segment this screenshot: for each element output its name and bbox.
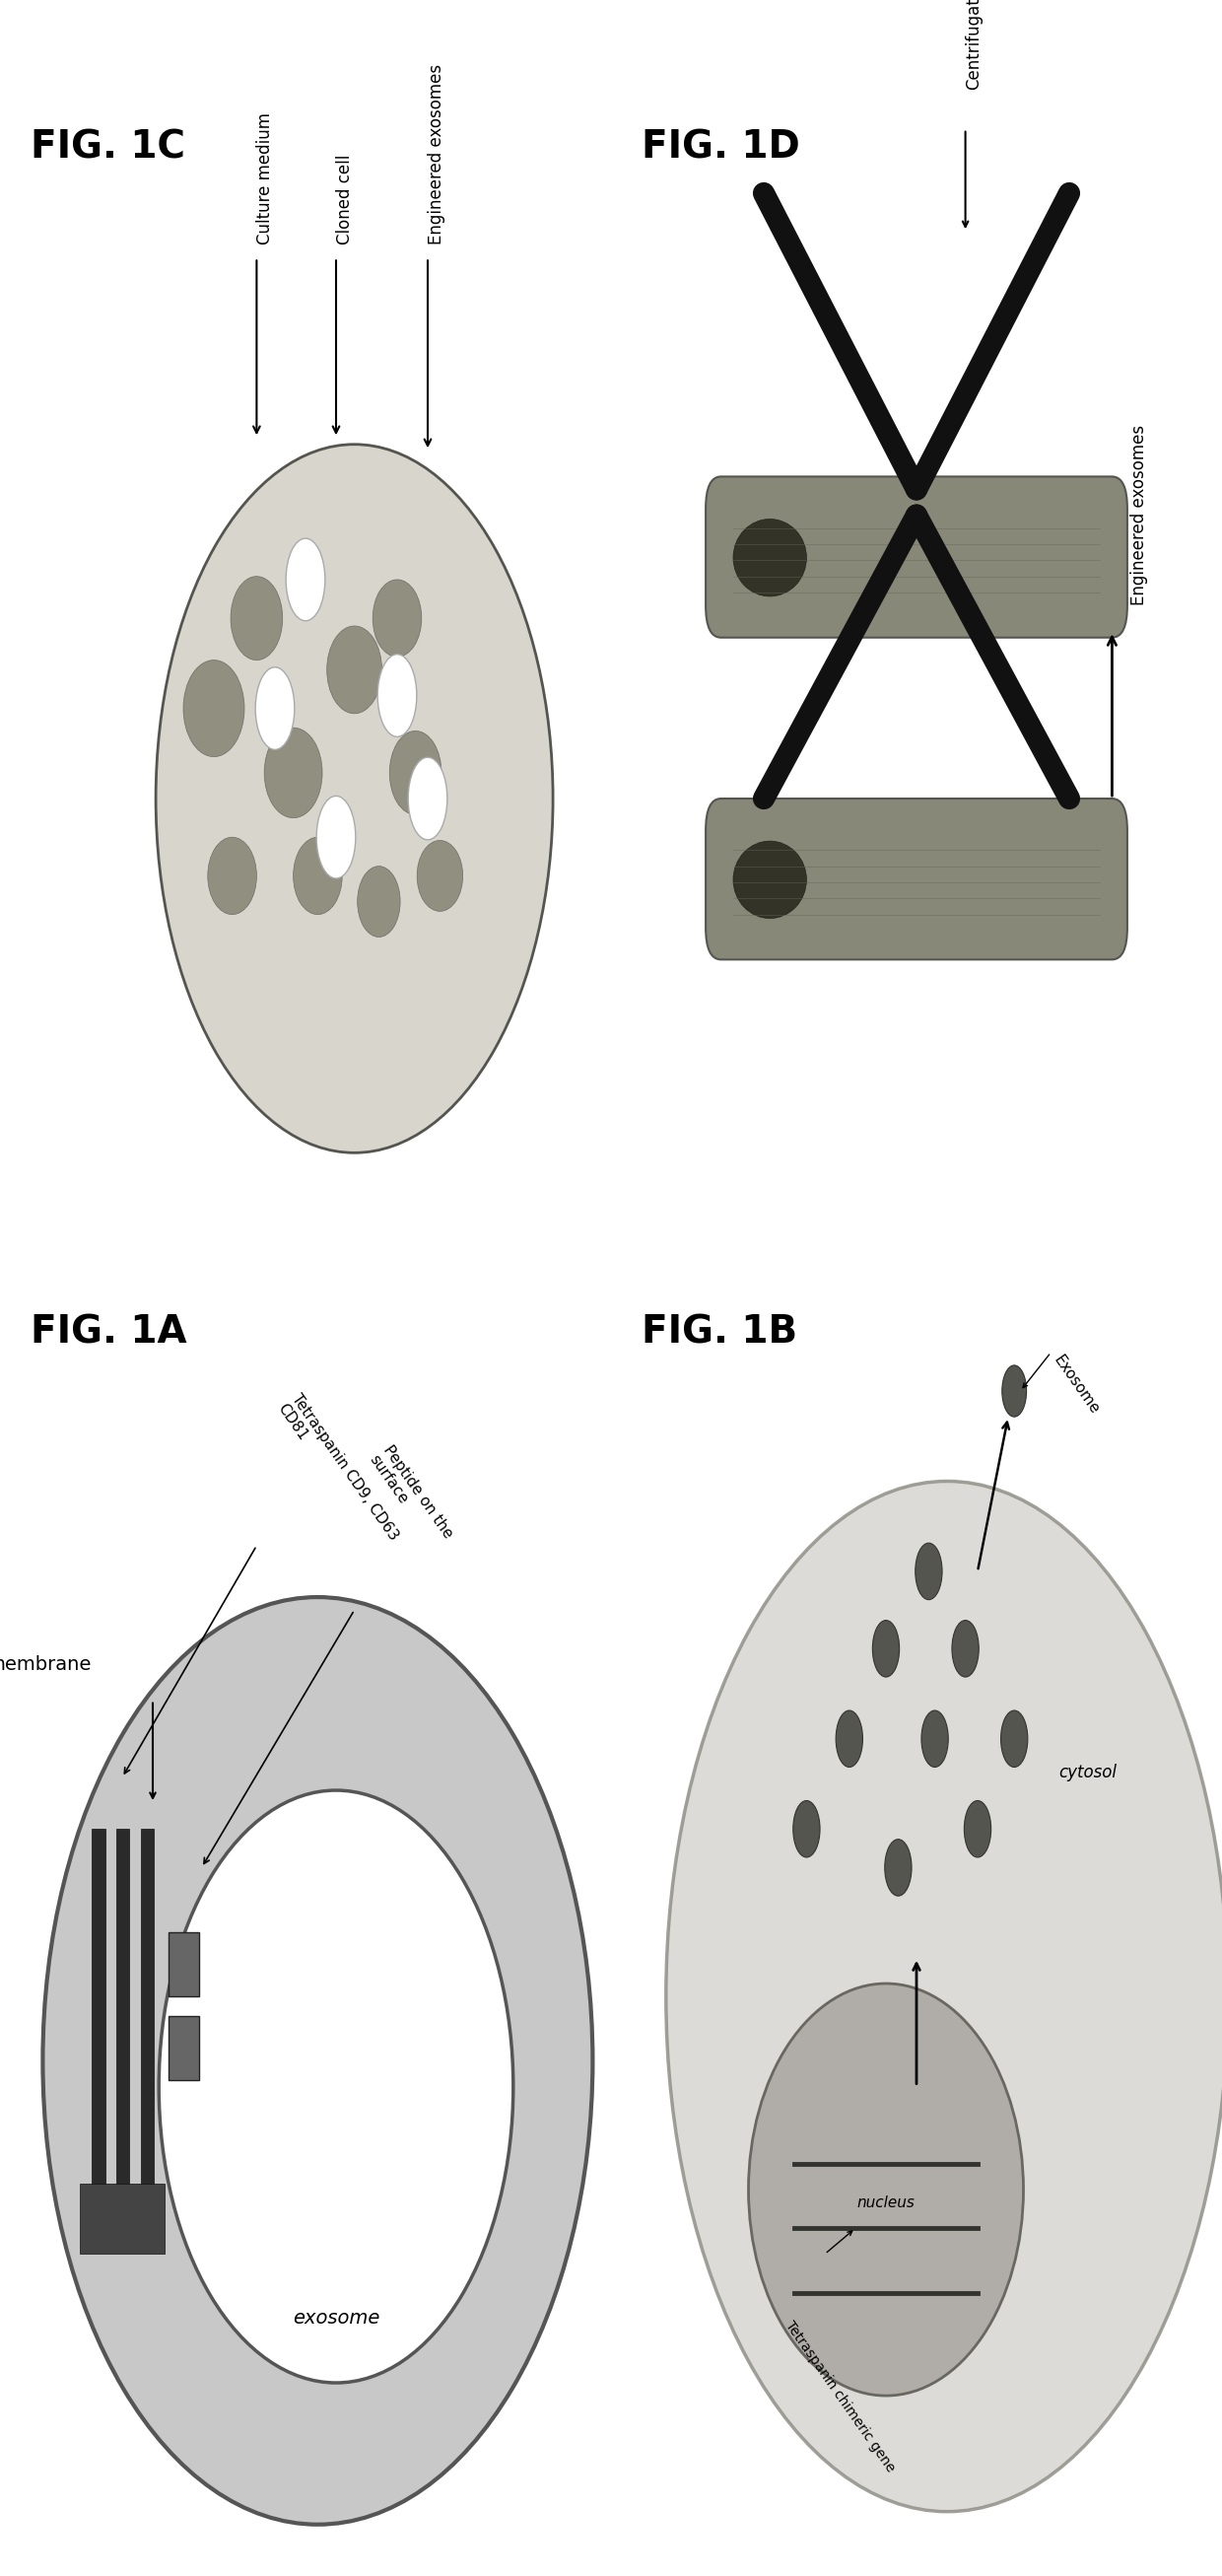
Ellipse shape — [208, 837, 257, 914]
Circle shape — [408, 757, 447, 840]
Bar — [169, 2014, 198, 2081]
Circle shape — [885, 1839, 912, 1896]
Text: FIG. 1D: FIG. 1D — [642, 129, 800, 167]
Ellipse shape — [183, 659, 244, 757]
Ellipse shape — [43, 1597, 593, 2524]
Circle shape — [255, 667, 295, 750]
Ellipse shape — [231, 577, 282, 659]
Ellipse shape — [373, 580, 422, 657]
Ellipse shape — [666, 1481, 1222, 2512]
Circle shape — [1002, 1365, 1026, 1417]
Circle shape — [1001, 1710, 1028, 1767]
Ellipse shape — [358, 866, 401, 938]
Circle shape — [836, 1710, 863, 1767]
Bar — [141, 1829, 154, 2190]
Circle shape — [793, 1801, 820, 1857]
Ellipse shape — [159, 1790, 513, 2383]
FancyBboxPatch shape — [706, 799, 1128, 958]
Text: cytosol: cytosol — [1058, 1765, 1117, 1783]
Circle shape — [952, 1620, 979, 1677]
Text: Peptide on the
surface: Peptide on the surface — [367, 1443, 456, 1551]
Text: Cloned cell: Cloned cell — [336, 155, 354, 245]
Ellipse shape — [417, 840, 463, 912]
Ellipse shape — [733, 840, 807, 917]
Text: FIG. 1C: FIG. 1C — [31, 129, 186, 167]
Circle shape — [316, 796, 356, 878]
Ellipse shape — [733, 518, 807, 595]
Text: exosome: exosome — [292, 2308, 380, 2329]
Ellipse shape — [155, 443, 552, 1154]
Text: membrane: membrane — [0, 1656, 92, 1674]
Circle shape — [378, 654, 417, 737]
Circle shape — [915, 1543, 942, 1600]
Ellipse shape — [327, 626, 381, 714]
Circle shape — [921, 1710, 948, 1767]
Text: Centrifugation: Centrifugation — [965, 0, 984, 90]
Ellipse shape — [748, 1984, 1024, 2396]
Circle shape — [873, 1620, 899, 1677]
Text: Tetraspanin CD9, CD63
CD81: Tetraspanin CD9, CD63 CD81 — [275, 1391, 401, 1553]
Ellipse shape — [264, 729, 323, 819]
Circle shape — [286, 538, 325, 621]
Text: FIG. 1B: FIG. 1B — [642, 1314, 798, 1352]
Text: Exosome: Exosome — [1051, 1352, 1102, 1417]
Ellipse shape — [390, 732, 441, 814]
Ellipse shape — [293, 837, 342, 914]
FancyBboxPatch shape — [706, 477, 1128, 636]
Bar — [169, 1932, 198, 1996]
Bar — [92, 1829, 105, 2190]
Text: Engineered exosomes: Engineered exosomes — [428, 64, 446, 245]
Text: FIG. 1A: FIG. 1A — [31, 1314, 187, 1352]
Text: Culture medium: Culture medium — [257, 113, 275, 245]
Bar — [116, 1829, 130, 2190]
Circle shape — [964, 1801, 991, 1857]
Text: Tetraspanin chimeric gene: Tetraspanin chimeric gene — [782, 2318, 897, 2476]
Text: Engineered exosomes: Engineered exosomes — [1130, 425, 1149, 605]
Text: nucleus: nucleus — [857, 2195, 915, 2210]
Bar — [79, 2184, 165, 2254]
